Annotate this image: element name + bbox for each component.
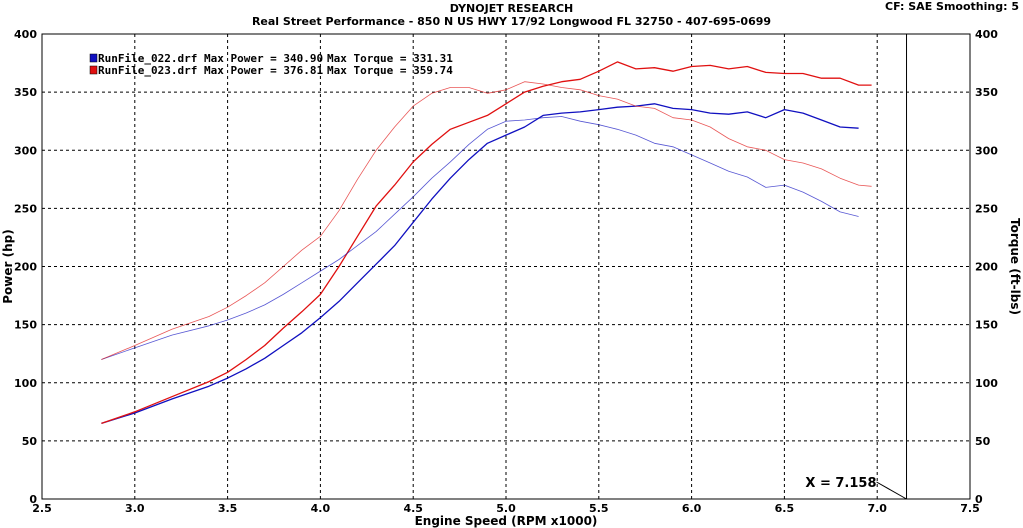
series-line-1	[101, 103, 859, 425]
cursor-pointer	[876, 481, 907, 500]
series-line-2	[101, 61, 872, 425]
correction-factor-label: CF: SAE Smoothing: 5	[885, 0, 1019, 13]
y-tick-label-right: 250	[975, 202, 998, 215]
legend-swatch	[89, 53, 98, 63]
x-tick-label: 5.0	[496, 502, 516, 515]
y-tick-label-right: 100	[975, 377, 998, 390]
cursor-value: X = 7.158	[805, 476, 876, 491]
x-tick-label: 4.5	[403, 502, 423, 515]
legend-entry: RunFile_022.drf Max Power = 340.90	[98, 52, 323, 65]
y-tick-label-left: 300	[14, 144, 37, 157]
y-tick-label-right: 50	[975, 435, 991, 448]
series-line-3	[101, 116, 859, 360]
y-tick-label-left: 150	[14, 319, 37, 332]
x-tick-label: 6.0	[682, 502, 702, 515]
legend-swatch	[89, 65, 98, 75]
y-tick-label-right: 400	[975, 28, 998, 41]
x-tick-label: 7.0	[867, 502, 887, 515]
legend-torque: Max Torque = 359.74	[327, 64, 453, 77]
legend-entry: RunFile_023.drf Max Power = 376.81	[98, 64, 324, 77]
x-tick-label: 3.5	[218, 502, 238, 515]
x-axis-label: Engine Speed (RPM x1000)	[415, 514, 598, 528]
y-tick-label-left: 400	[14, 28, 37, 41]
y-axis-label-right: Torque (ft-lbs)	[1008, 218, 1022, 315]
y-tick-label-left: 350	[14, 86, 37, 99]
legend: RunFile_022.drf Max Power = 340.90 Max To…	[89, 52, 453, 77]
x-tick-label: 7.5	[960, 502, 980, 515]
plot-frame	[41, 33, 971, 500]
x-tick-label: 6.5	[775, 502, 795, 515]
y-tick-label-left: 0	[29, 493, 37, 506]
y-tick-label-left: 100	[14, 377, 37, 390]
y-tick-label-right: 150	[975, 319, 998, 332]
series-line-4	[101, 81, 872, 360]
x-tick-label: 4.0	[311, 502, 331, 515]
x-tick-label: 3.0	[125, 502, 145, 515]
y-tick-label-left: 250	[14, 202, 37, 215]
y-axis-label-left: Power (hp)	[1, 229, 15, 303]
y-tick-label-right: 200	[975, 261, 998, 274]
cursor[interactable]: X = 7.158	[805, 34, 908, 500]
chart-title: DYNOJET RESEARCH	[449, 2, 574, 15]
curves	[101, 61, 872, 425]
x-tick-label: 5.5	[589, 502, 609, 515]
y-tick-label-left: 50	[22, 435, 38, 448]
y-tick-label-left: 200	[14, 261, 37, 274]
x-tick-label: 2.5	[32, 502, 52, 515]
y-tick-label-right: 300	[975, 144, 998, 157]
chart-subtitle: Real Street Performance - 850 N US HWY 1…	[251, 15, 772, 28]
grid-lines	[42, 34, 970, 499]
legend-torque: Max Torque = 331.31	[327, 52, 453, 65]
tick-labels: 2.5 3.0 3.5 4.0 4.5 5.0 5.5 6.0 6.5 7.0 7.50 050 501…	[14, 28, 998, 515]
y-tick-label-right: 0	[975, 493, 983, 506]
y-tick-label-right: 350	[975, 86, 998, 99]
